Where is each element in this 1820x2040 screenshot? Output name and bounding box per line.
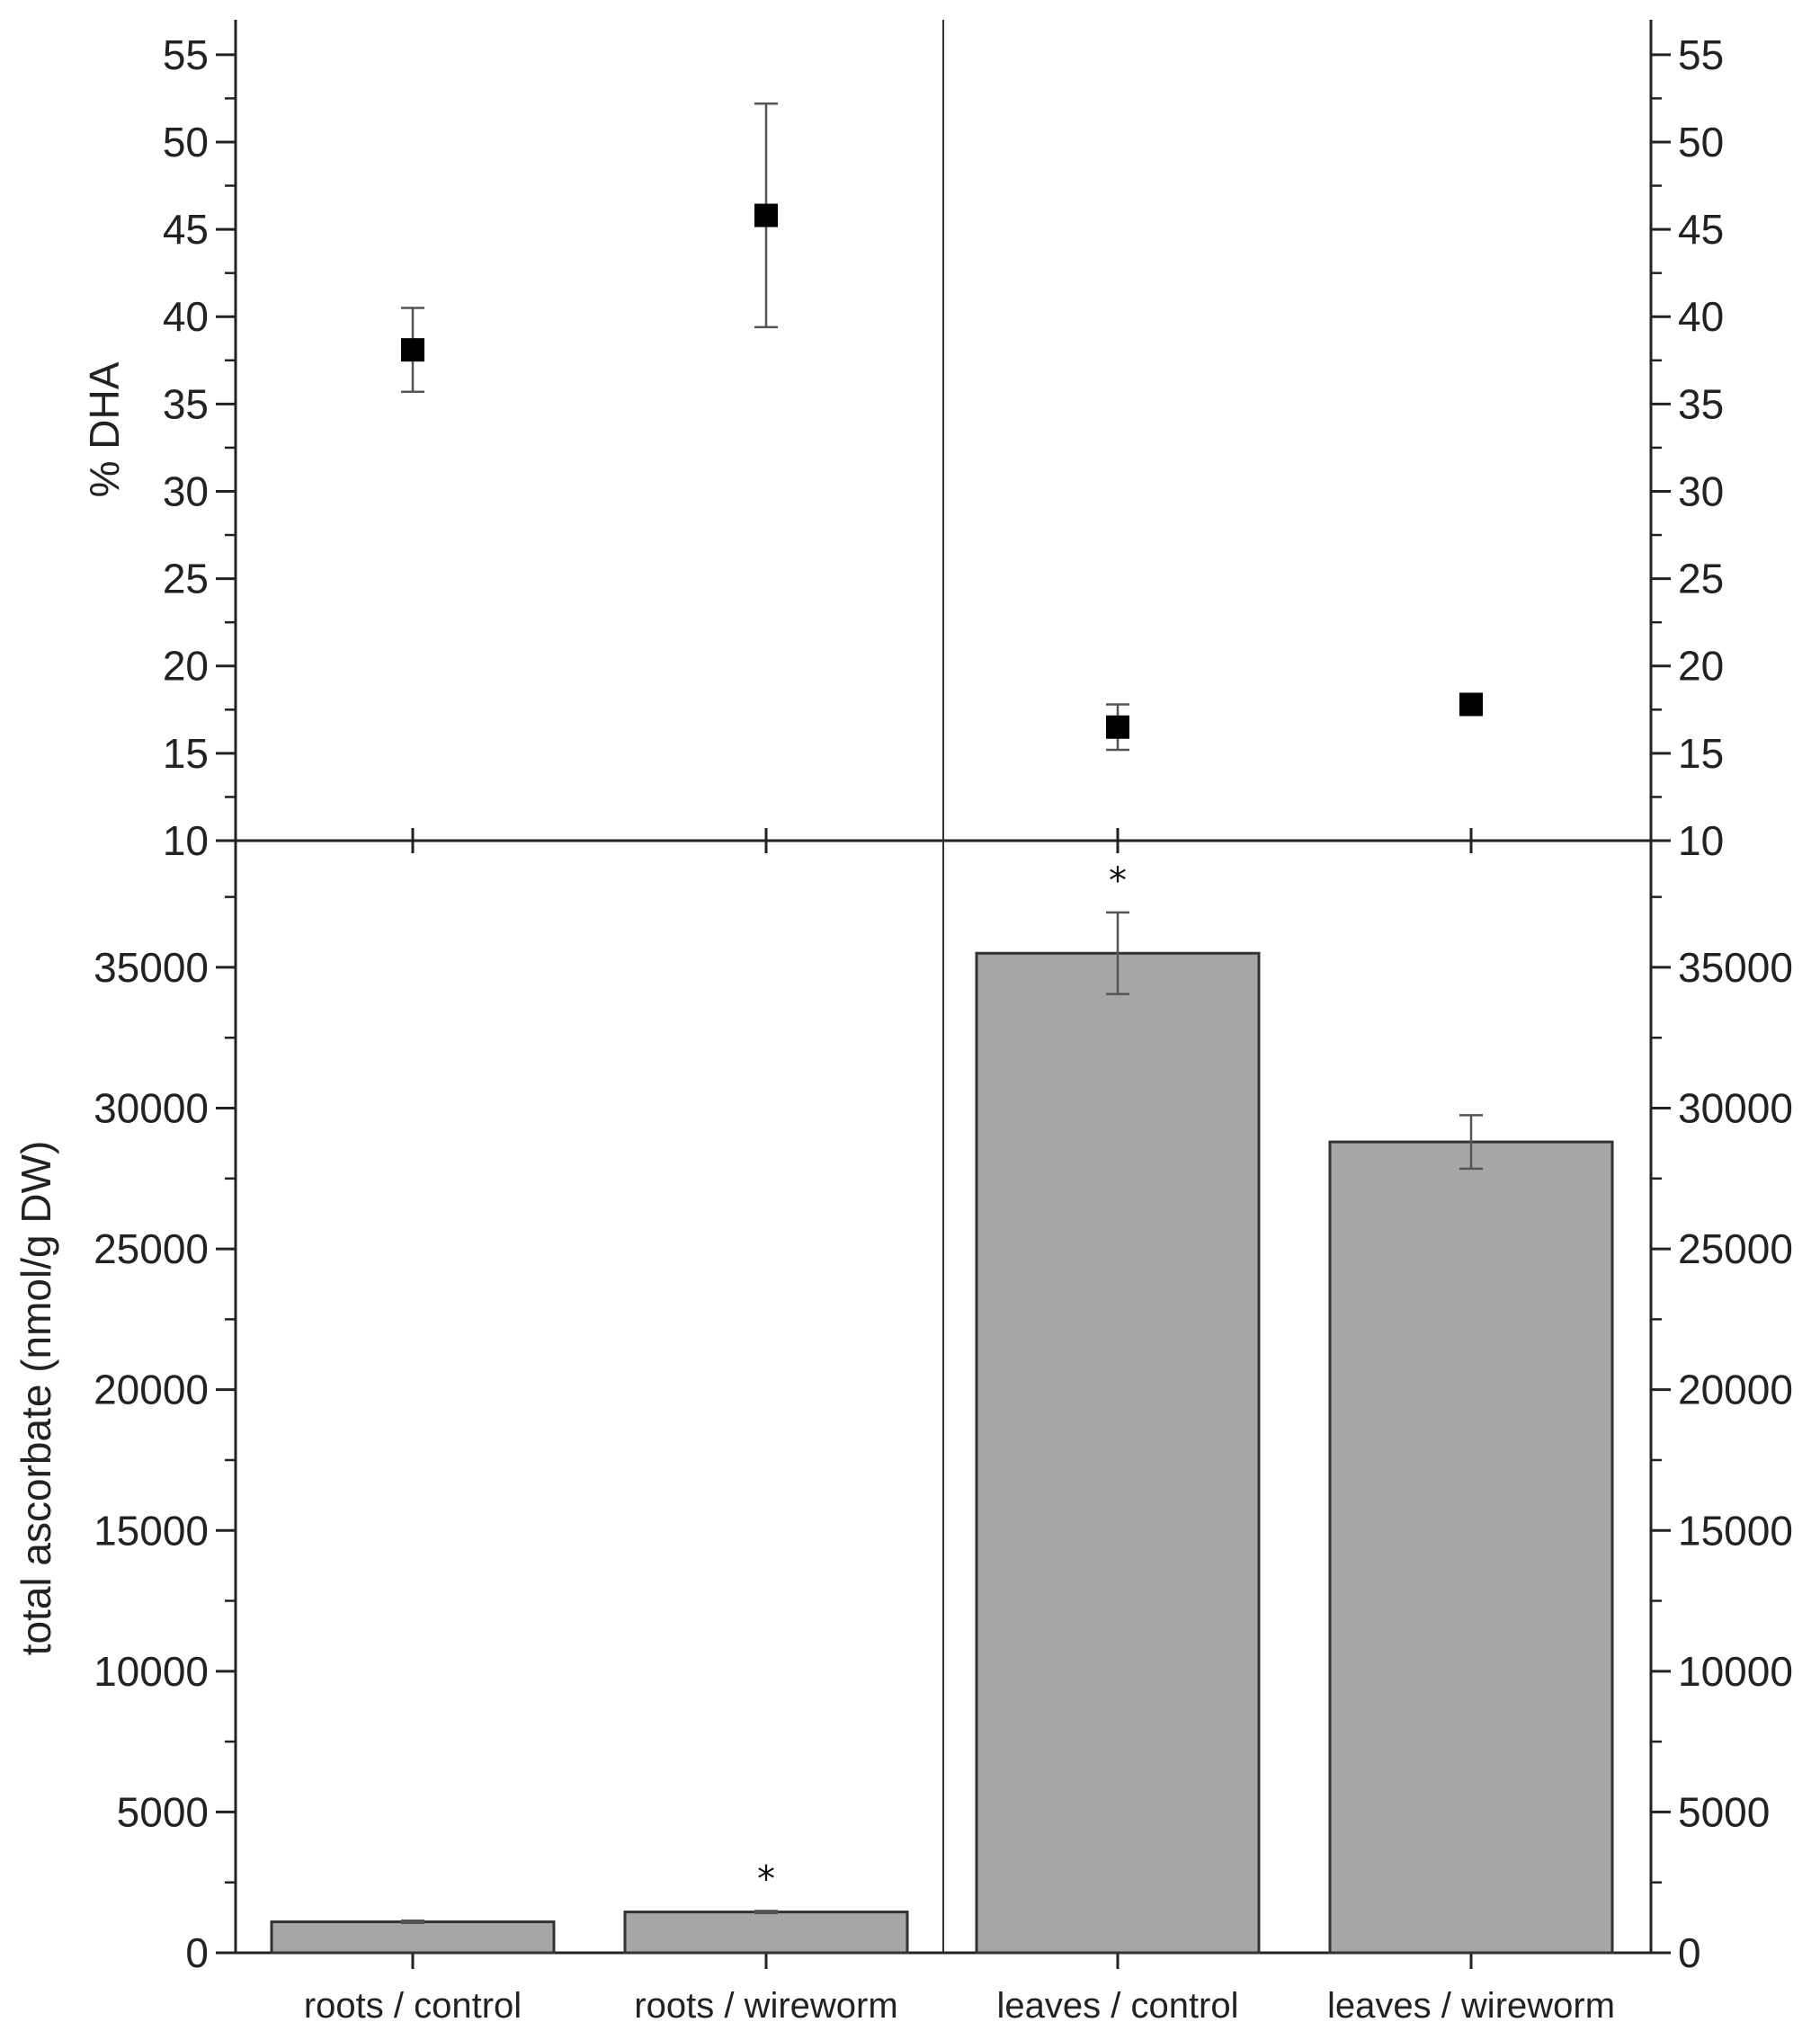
x-category-label: leaves / wireworm: [1327, 1986, 1615, 2026]
significance-marker: *: [1109, 860, 1127, 902]
y-tick-label: 15000: [94, 1507, 209, 1554]
y-tick-label: 30: [1678, 468, 1724, 514]
y-tick-label: 15000: [1678, 1507, 1793, 1554]
x-category-label: leaves / control: [996, 1986, 1238, 2026]
y-tick-label: 15: [1678, 730, 1724, 777]
ascorbate-bar: [1328, 1140, 1614, 1955]
dha-y-axis-title: % DHA: [81, 361, 128, 497]
ascorbate-bar: [270, 1920, 556, 1955]
y-tick-label: 35: [163, 380, 209, 427]
y-tick-label: 20000: [1678, 1367, 1793, 1413]
x-category-label: roots / control: [304, 1986, 522, 2026]
y-tick-label: 25: [163, 556, 209, 602]
y-tick-label: 10: [163, 817, 209, 864]
y-tick-label: 30000: [94, 1085, 209, 1132]
dha-marks: [401, 102, 1483, 752]
y-tick-label: 0: [185, 1929, 209, 1976]
y-tick-label: 25000: [1678, 1225, 1793, 1272]
y-tick-label: 50: [1678, 119, 1724, 165]
y-tick-label: 35000: [94, 944, 209, 991]
dha-point: [754, 203, 778, 227]
y-tick-label: 55: [163, 31, 209, 78]
y-tick-label: 45: [163, 206, 209, 253]
dha-point: [401, 338, 424, 362]
ascorbate-bar: [623, 1911, 909, 1955]
x-category-label: roots / wireworm: [634, 1986, 897, 2026]
y-tick-label: 55: [1678, 31, 1724, 78]
dha-axes: 10 10 15 15 20 20 25 25 30 30 35 35 40 40 45 45 50 50 55 55: [163, 31, 1724, 864]
y-tick-label: 10000: [94, 1648, 209, 1695]
category-labels: roots / control roots / wireworm leaves / …: [304, 1986, 1615, 2026]
y-tick-label: 35000: [1678, 944, 1793, 991]
ascorbate-y-axis-title: total ascorbate (nmol/g DW): [13, 1141, 59, 1656]
y-tick-label: 25000: [94, 1225, 209, 1272]
y-tick-label: 40: [163, 293, 209, 340]
y-tick-label: 25: [1678, 556, 1724, 602]
y-tick-label: 40: [1678, 293, 1724, 340]
y-tick-label: 10: [1678, 817, 1724, 864]
ascorbate-axes: 0 0 5000 5000 10000 10000 15000 15000 20000 20000…: [94, 828, 1793, 1976]
y-tick-label: 30: [163, 468, 209, 514]
y-tick-label: 20000: [94, 1367, 209, 1413]
significance-marker: *: [757, 1858, 775, 1900]
y-tick-label: 5000: [1678, 1788, 1770, 1835]
y-tick-label: 5000: [117, 1788, 209, 1835]
y-tick-label: 0: [1678, 1929, 1701, 1976]
y-tick-label: 50: [163, 119, 209, 165]
y-tick-label: 10000: [1678, 1648, 1793, 1695]
dha-point: [1106, 715, 1129, 739]
y-tick-label: 20: [1678, 643, 1724, 690]
y-tick-label: 20: [163, 643, 209, 690]
y-tick-label: 45: [1678, 206, 1724, 253]
y-tick-label: 30000: [1678, 1085, 1793, 1132]
ascorbate-bar: [975, 951, 1261, 1955]
y-tick-label: 35: [1678, 380, 1724, 427]
dha-point: [1459, 692, 1483, 717]
ascorbate-marks: **: [270, 860, 1614, 1955]
y-tick-label: 15: [163, 730, 209, 777]
